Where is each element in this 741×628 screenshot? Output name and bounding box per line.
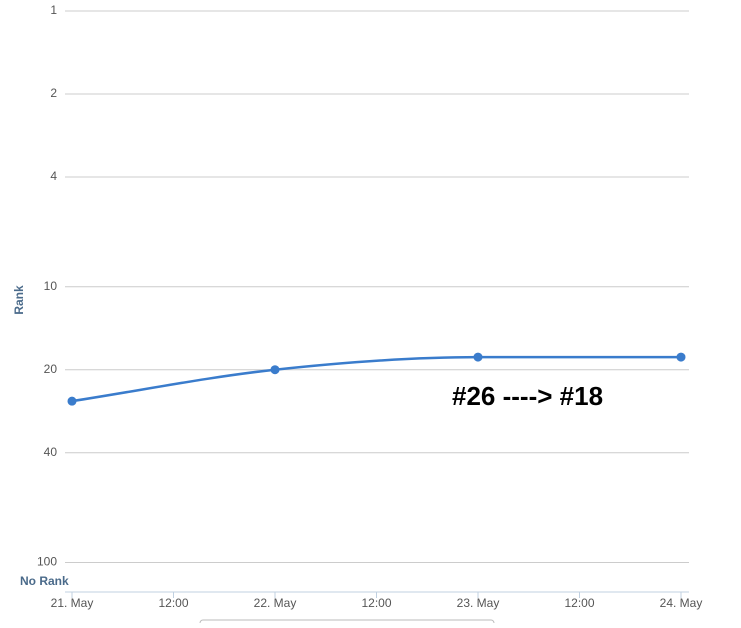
x-tick-label: 21. May [51, 596, 94, 610]
point [67, 396, 77, 406]
y-tick-label: 1 [50, 3, 57, 17]
point [676, 352, 686, 362]
x-tick-label: 12:00 [564, 596, 594, 610]
y-tick-label: 20 [44, 362, 58, 376]
point [270, 365, 280, 375]
x-tick-label: 12:00 [158, 596, 188, 610]
x-tick-label: 23. May [457, 596, 500, 610]
line [71, 355, 681, 403]
point [473, 352, 483, 362]
annotation: #26 ----> #18 [452, 381, 603, 411]
x-tick-label: 24. May [660, 596, 703, 610]
x-tick-label: 12:00 [361, 596, 391, 610]
y-tick-label: 4 [50, 169, 57, 183]
y-tick-label: 40 [44, 445, 58, 459]
x-tick-label: 22. May [254, 596, 297, 610]
y-tick-label: 100 [37, 555, 57, 569]
y-axis-title: Rank [12, 285, 26, 315]
y-tick-label: 10 [44, 279, 58, 293]
y-tick-label: 2 [50, 86, 57, 100]
no-rank-label: No Rank [20, 574, 69, 588]
